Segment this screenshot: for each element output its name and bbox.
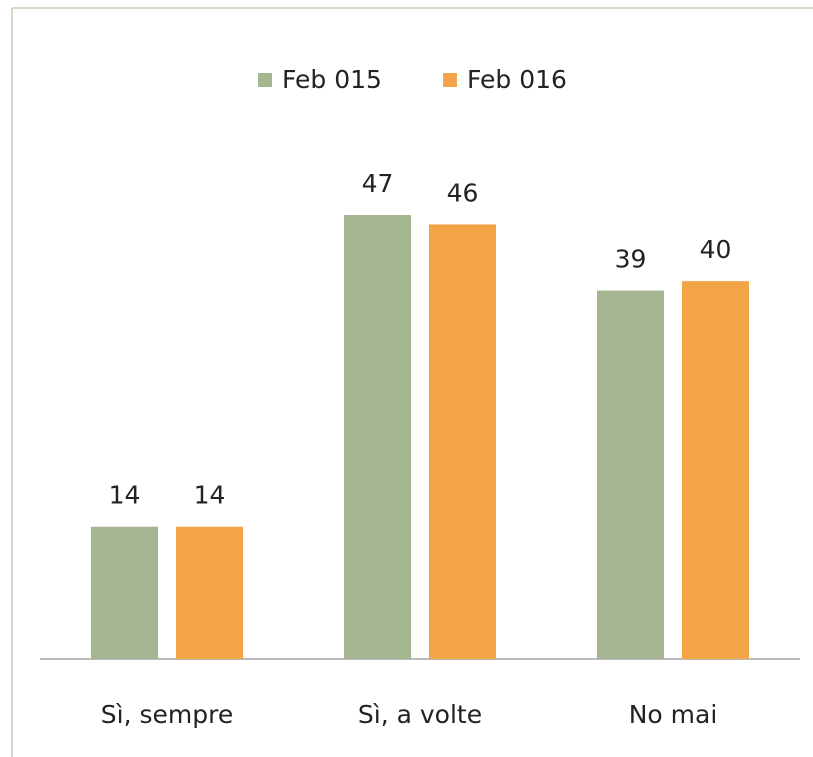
value-label: 39 (615, 245, 647, 274)
bar (597, 290, 664, 659)
x-tick-label: Sì, sempre (101, 700, 233, 729)
bar (429, 224, 496, 659)
value-label: 14 (109, 481, 141, 510)
value-label: 14 (194, 481, 226, 510)
x-tick-label: Sì, a volte (358, 700, 482, 729)
legend-label: Feb 015 (282, 65, 382, 94)
legend-label: Feb 016 (467, 65, 567, 94)
legend-swatch (443, 73, 457, 87)
value-label: 40 (700, 235, 732, 264)
value-label: 47 (362, 169, 394, 198)
bar (176, 526, 243, 659)
bar (682, 281, 749, 659)
bar (91, 526, 158, 659)
bar (344, 215, 411, 659)
value-label: 46 (447, 178, 479, 207)
legend-swatch (258, 73, 272, 87)
x-tick-label: No mai (629, 700, 718, 729)
